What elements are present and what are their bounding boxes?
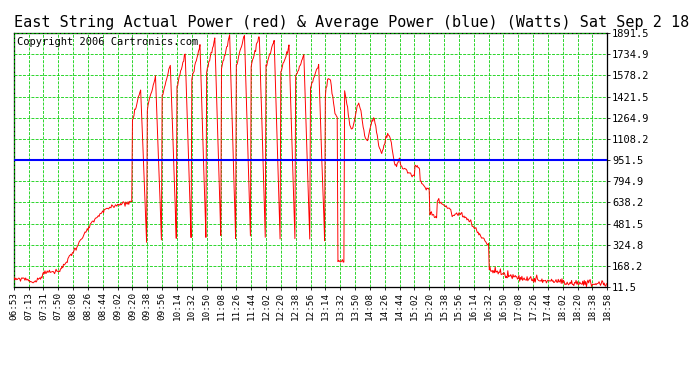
- Text: Copyright 2006 Cartronics.com: Copyright 2006 Cartronics.com: [17, 37, 198, 47]
- Text: East String Actual Power (red) & Average Power (blue) (Watts) Sat Sep 2 18:58: East String Actual Power (red) & Average…: [14, 15, 690, 30]
